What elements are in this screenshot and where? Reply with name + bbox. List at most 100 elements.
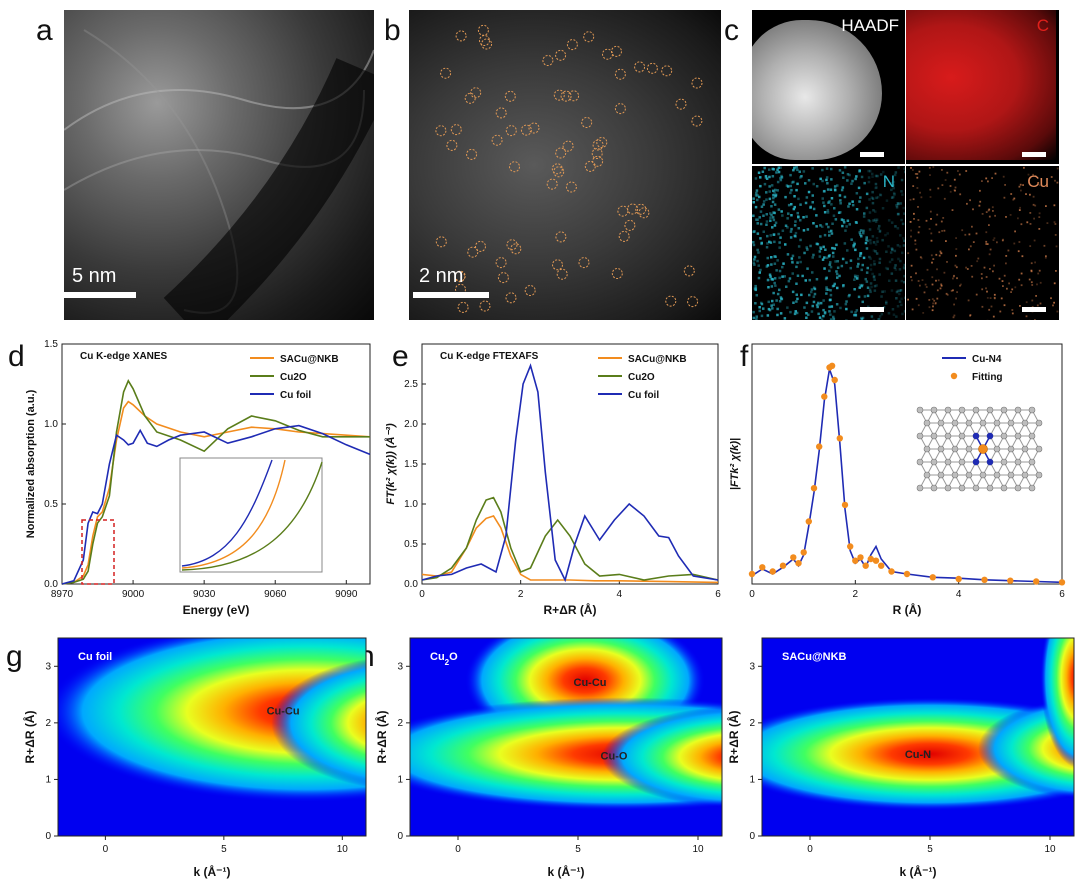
nitrogen-pixel xyxy=(758,309,761,313)
nitrogen-pixel xyxy=(855,192,859,195)
nitrogen-pixel xyxy=(833,247,836,250)
copper-pixel xyxy=(985,231,988,234)
nitrogen-pixel xyxy=(895,206,899,209)
copper-pixel xyxy=(960,283,962,286)
nitrogen-pixel xyxy=(773,203,777,206)
nitrogen-pixel xyxy=(775,299,778,302)
carbon-atom xyxy=(965,419,973,427)
nitrogen-pixel xyxy=(780,297,783,300)
copper-pixel xyxy=(911,308,914,311)
x-tick-label: 9060 xyxy=(264,589,287,600)
nitrogen-pixel xyxy=(823,256,826,259)
series-line-cu-n4 xyxy=(751,368,1063,584)
nitrogen-pixel xyxy=(840,264,844,268)
copper-pixel xyxy=(933,299,936,302)
nitrogen-pixel xyxy=(777,208,781,211)
nitrogen-pixel xyxy=(762,230,765,233)
nitrogen-pixel xyxy=(768,185,771,188)
copper-pixel xyxy=(931,276,934,279)
single-atom-marker xyxy=(687,296,699,308)
nitrogen-pixel xyxy=(867,219,871,222)
nitrogen-pixel xyxy=(789,236,793,239)
nitrogen-pixel xyxy=(858,170,861,173)
carbon-atom xyxy=(958,458,966,466)
nitrogen-pixel xyxy=(846,173,850,176)
single-atom-marker xyxy=(617,205,629,217)
single-atom-marker xyxy=(466,148,478,160)
copper-pixel xyxy=(991,177,993,179)
nitrogen-pixel xyxy=(828,263,831,267)
copper-pixel xyxy=(985,276,988,278)
nitrogen-pixel xyxy=(765,220,769,223)
nitrogen-pixel xyxy=(806,248,809,251)
copper-pixel xyxy=(981,277,983,280)
nitrogen-pixel xyxy=(896,244,900,247)
nitrogen-pixel xyxy=(809,206,812,209)
carbon-atom xyxy=(1000,458,1008,466)
copper-pixel xyxy=(1038,269,1041,272)
nitrogen-pixel xyxy=(815,278,819,281)
nitrogen-pixel xyxy=(829,298,832,302)
nitrogen-pixel xyxy=(792,301,795,304)
single-atom-marker xyxy=(555,231,567,243)
inset-curve xyxy=(181,459,286,569)
nitrogen-pixel xyxy=(854,177,857,181)
copper-pixel xyxy=(1022,184,1024,186)
copper-pixel xyxy=(918,170,921,173)
nitrogen-pixel xyxy=(822,299,825,302)
nitrogen-pixel xyxy=(773,281,776,285)
nitrogen-pixel xyxy=(860,317,864,320)
copper-pixel xyxy=(917,206,919,208)
nitrogen-pixel xyxy=(894,268,898,271)
copper-pixel xyxy=(969,199,971,202)
single-atom-marker xyxy=(634,61,646,73)
nitrogen-pixel xyxy=(784,243,787,246)
fitting-point xyxy=(841,501,849,509)
copper-pixel xyxy=(993,296,996,299)
nitrogen-pixel xyxy=(760,205,764,208)
nitrogen-pixel xyxy=(878,273,881,276)
copper-pixel xyxy=(989,248,992,251)
nitrogen-pixel xyxy=(900,297,903,301)
nitrogen-pixel xyxy=(753,255,757,259)
nitrogen-pixel xyxy=(869,239,872,242)
nitrogen-pixel xyxy=(868,220,872,223)
single-atom-marker xyxy=(455,30,467,42)
legend-label: Cu foil xyxy=(628,390,659,401)
nitrogen-pixel xyxy=(752,214,755,217)
heatmap-frame xyxy=(761,637,1075,837)
nitrogen-pixel xyxy=(878,261,881,264)
carbon-atom xyxy=(1014,484,1022,492)
nitrogen-pixel xyxy=(829,293,833,297)
nitrogen-pixel xyxy=(868,228,872,231)
copper-pixel xyxy=(988,224,990,226)
nitrogen-pixel xyxy=(790,227,793,231)
nitrogen-pixel xyxy=(893,173,897,177)
nitrogen-pixel xyxy=(791,272,794,275)
legend-label: SACu@NKB xyxy=(280,354,339,365)
copper-pixel xyxy=(1032,195,1035,198)
y-tick-label: 1.0 xyxy=(404,499,418,510)
copper-pixel xyxy=(919,256,922,259)
nitrogen-pixel xyxy=(755,191,758,195)
nitrogen-pixel xyxy=(872,249,876,252)
copper-pixel xyxy=(1011,312,1014,315)
copper-pixel xyxy=(953,274,955,277)
nitrogen-pixel xyxy=(819,247,823,250)
copper-pixel xyxy=(951,209,954,211)
nitrogen-pixel xyxy=(853,313,856,317)
copper-pixel xyxy=(980,273,983,275)
nitrogen-pixel xyxy=(790,257,794,260)
nitrogen-pixel xyxy=(806,267,809,270)
nitrogen-pixel xyxy=(795,166,798,169)
nitrogen-pixel xyxy=(772,193,775,197)
nitrogen-pixel xyxy=(754,302,757,305)
nitrogen-pixel xyxy=(858,231,861,234)
nitrogen-pixel xyxy=(846,249,849,252)
x-axis-label: Energy (eV) xyxy=(183,603,250,617)
nitrogen-pixel xyxy=(896,203,900,206)
copper-pixel xyxy=(986,243,989,245)
nitrogen-pixel xyxy=(841,171,845,174)
single-atom-marker xyxy=(578,257,590,269)
copper-pixel xyxy=(969,315,971,317)
